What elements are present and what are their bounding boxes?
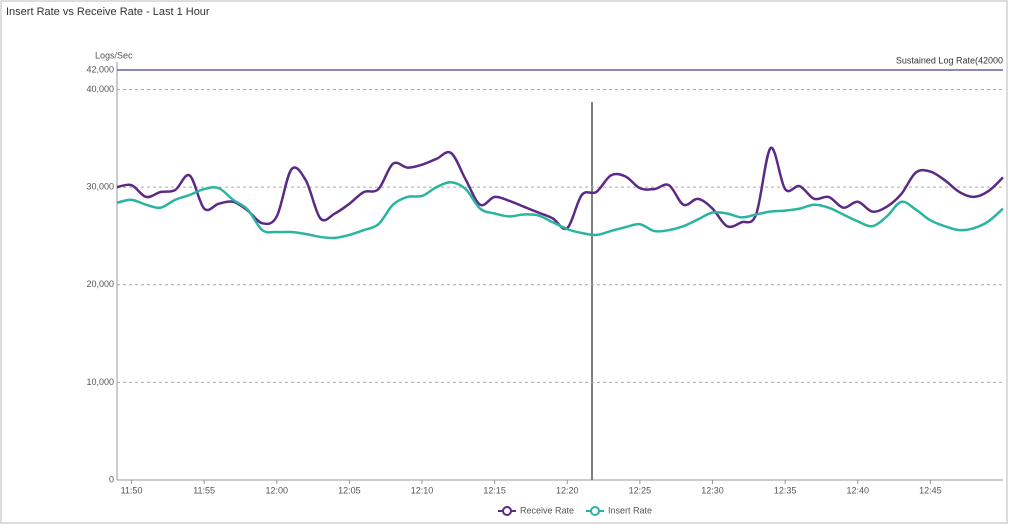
x-tick-label: 12:40: [846, 485, 869, 495]
threshold-label: Sustained Log Rate(42000: [896, 55, 1003, 65]
y-tick-label: 0: [109, 474, 114, 484]
legend-label: Insert Rate: [608, 505, 652, 515]
x-tick-label: 12:20: [556, 485, 579, 495]
y-tick-label: 10,000: [86, 377, 114, 387]
y-tick-label: 42,000: [86, 64, 114, 74]
x-tick-label: 11:50: [121, 485, 143, 495]
legend-marker: [590, 506, 600, 516]
x-tick-label: 12:30: [701, 485, 724, 495]
series-line: [116, 181, 1004, 240]
x-tick-label: 11:55: [193, 485, 215, 495]
x-tick-label: 12:35: [774, 485, 797, 495]
y-tick-label: 20,000: [86, 279, 114, 289]
x-tick-label: 12:10: [411, 485, 434, 495]
y-tick-label: 30,000: [86, 182, 114, 192]
x-tick-label: 12:05: [338, 485, 361, 495]
y-tick-label: 40,000: [86, 84, 114, 94]
legend-label: Receive Rate: [520, 505, 574, 515]
legend-marker: [502, 506, 512, 516]
x-tick-label: 12:45: [919, 485, 942, 495]
x-tick-label: 12:00: [266, 485, 289, 495]
x-tick-label: 12:25: [629, 485, 652, 495]
y-axis-label: Logs/Sec: [95, 50, 133, 60]
chart-title: Insert Rate vs Receive Rate - Last 1 Hou…: [6, 6, 210, 18]
x-tick-label: 12:15: [483, 485, 506, 495]
